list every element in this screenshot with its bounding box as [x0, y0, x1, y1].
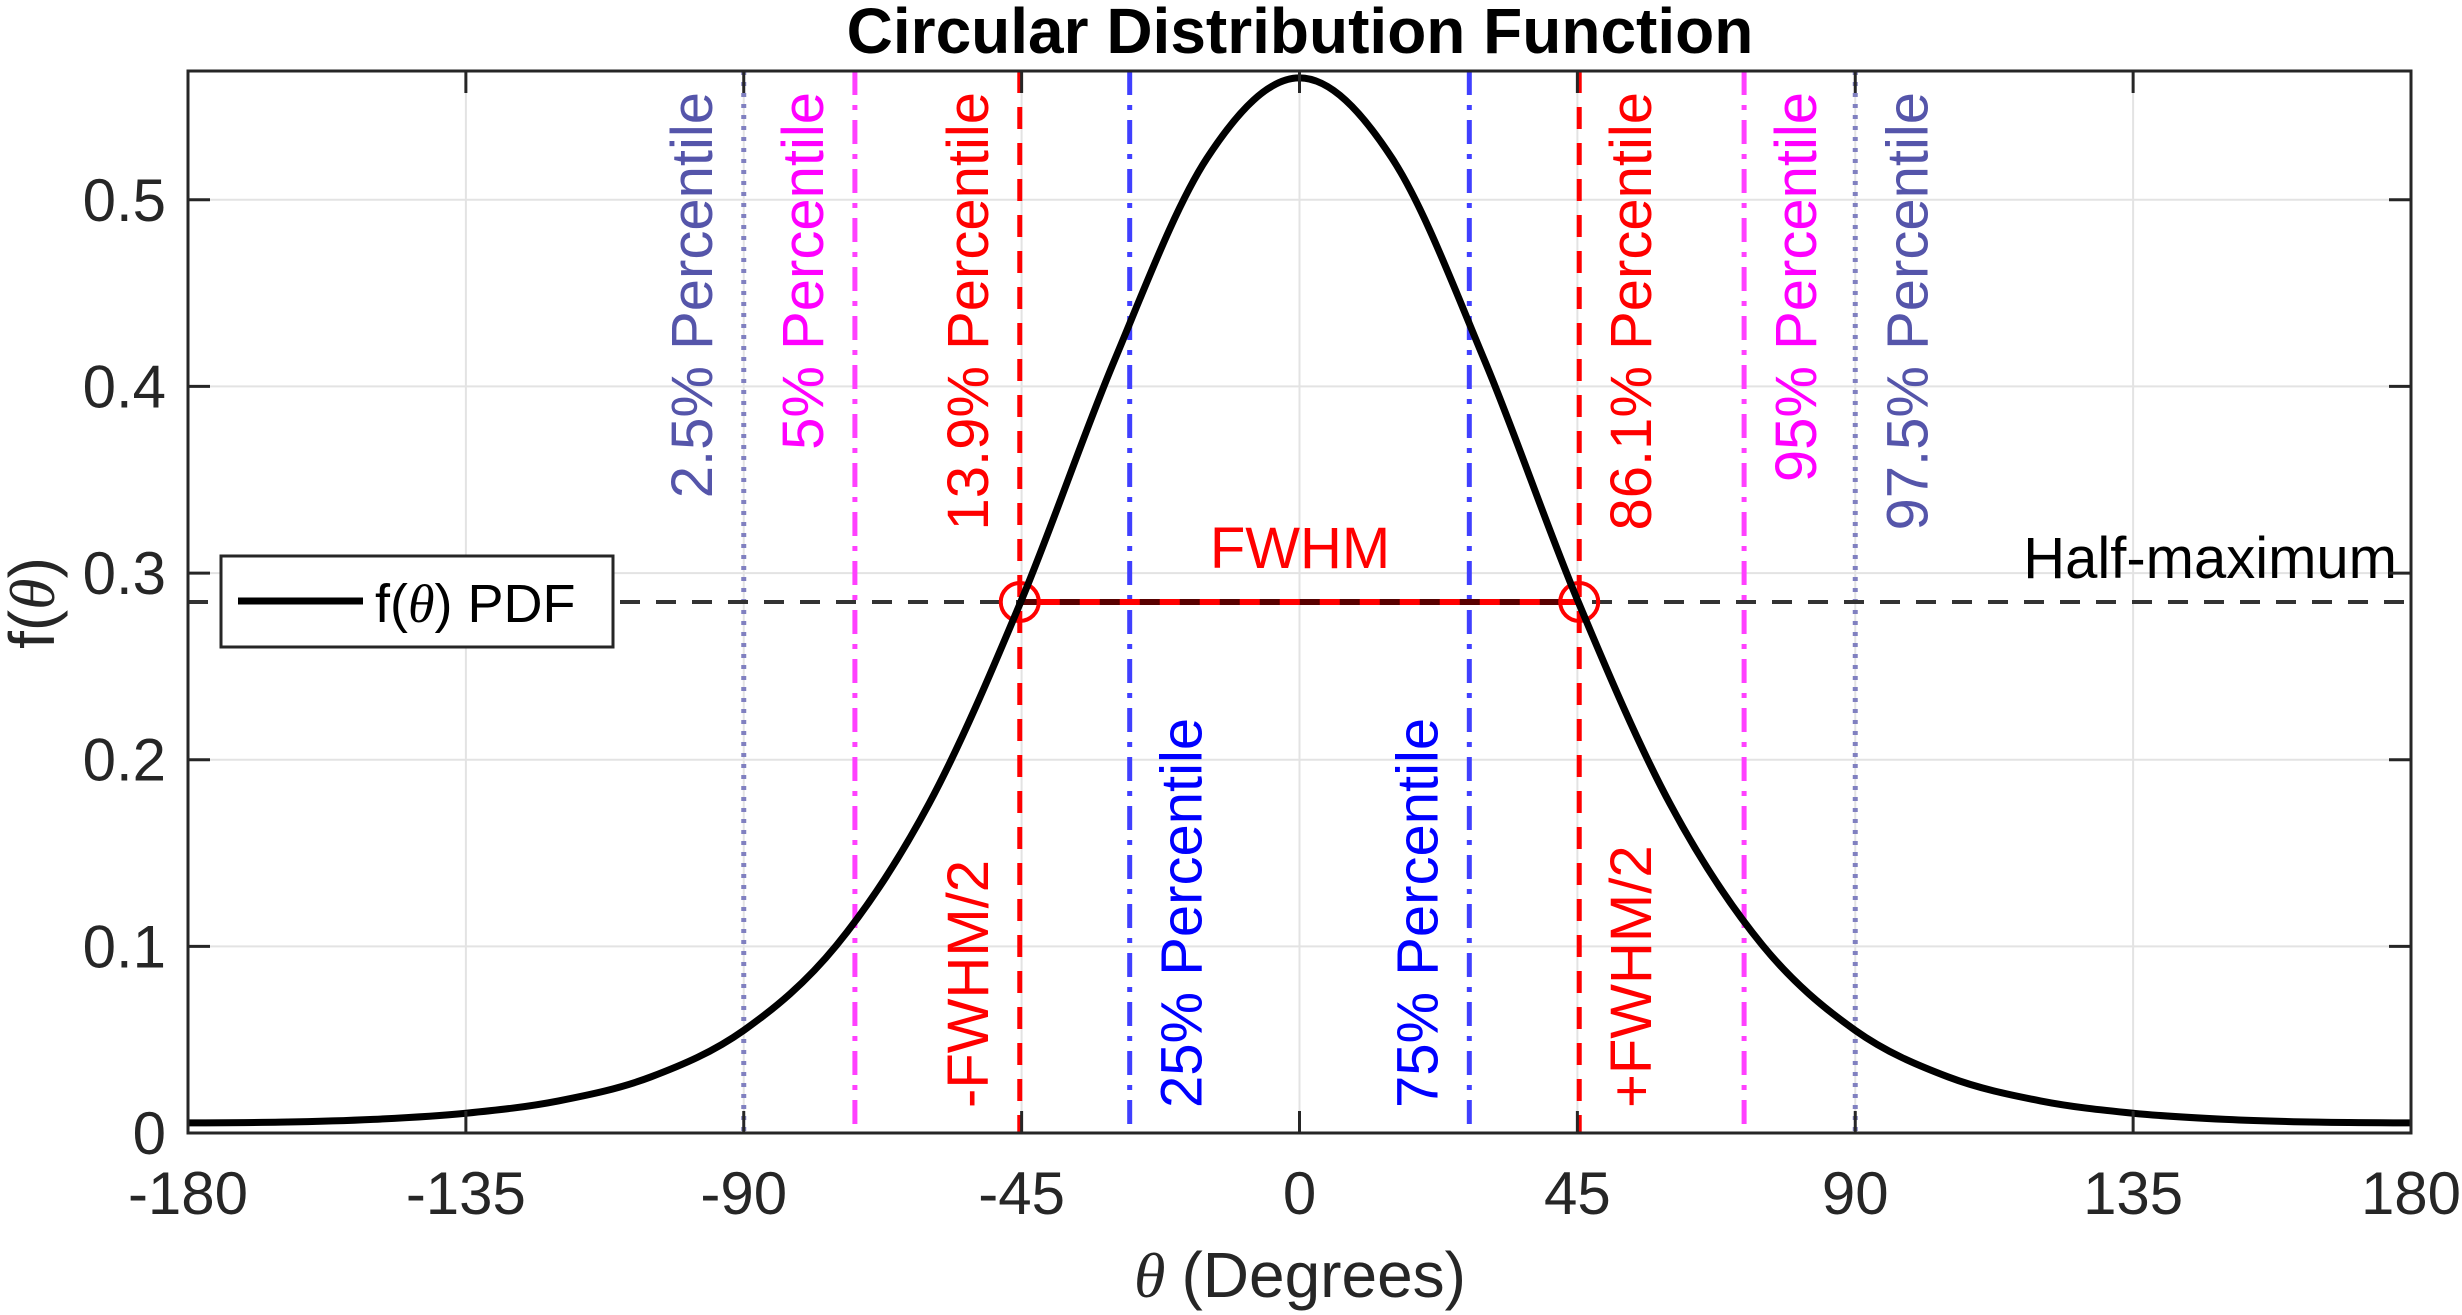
percentile-label: -FWHM/2 [936, 860, 1001, 1108]
percentile-label: 95% Percentile [1764, 92, 1829, 482]
fwhm-group: FWHM [998, 516, 1601, 623]
x-axis-label: θ (Degrees) [1134, 1239, 1466, 1311]
percentile-label: 86.1% Percentile [1599, 92, 1664, 530]
y-tick-labels: 0 0.1 0.2 0.3 0.4 0.5 [83, 167, 166, 1167]
x-tick-label: 0 [1283, 1160, 1316, 1227]
axis-ticks [186, 71, 2413, 1135]
chart-title: Circular Distribution Function [847, 0, 1754, 67]
percentile-label: 97.5% Percentile [1875, 92, 1940, 530]
y-axis-label-prefix: f( [0, 610, 68, 649]
legend-text-symbol: θ [408, 574, 435, 634]
y-tick-label: 0.4 [83, 353, 166, 420]
legend-entry-pdf: f(θ) PDF [375, 574, 576, 634]
y-axis-label-symbol: θ [0, 578, 68, 609]
x-tick-label: 180 [2361, 1160, 2461, 1227]
percentile-label: 75% Percentile [1385, 718, 1450, 1108]
percentile-label: +FWHM/2 [1599, 845, 1664, 1108]
x-tick-label: 135 [2083, 1160, 2183, 1227]
fwhm-right-circle-marker [1558, 581, 1601, 623]
fwhm-label: FWHM [1210, 516, 1390, 581]
percentile-labels: 2.5% Percentile 5% Percentile 13.9% Percen… [660, 92, 1941, 1108]
half-maximum-group: Half-maximum [188, 526, 2411, 604]
y-tick-label: 0.1 [83, 913, 166, 980]
x-axis-label-symbol: θ [1134, 1240, 1165, 1311]
percentile-label: 5% Percentile [771, 92, 836, 450]
percentile-label: 13.9% Percentile [936, 92, 1001, 530]
x-tick-label: 90 [1822, 1160, 1889, 1227]
y-axis-label-suffix: ) [0, 557, 68, 578]
y-tick-label: 0 [133, 1100, 166, 1167]
legend-text-suffix: ) PDF [435, 574, 576, 634]
x-tick-labels: -180 -135 -90 -45 0 45 90 135 180 [128, 1160, 2461, 1227]
percentile-label: 2.5% Percentile [660, 92, 725, 498]
y-tick-label: 0.5 [83, 167, 166, 234]
fwhm-left-circle-marker [998, 581, 1041, 623]
half-maximum-label: Half-maximum [2023, 526, 2397, 591]
y-tick-label: 0.2 [83, 727, 166, 794]
y-axis-label: f(θ) [0, 557, 68, 649]
x-tick-label: -180 [128, 1160, 248, 1227]
x-axis-label-text: (Degrees) [1181, 1239, 1466, 1311]
percentile-label: 25% Percentile [1150, 718, 1215, 1108]
x-tick-label: 45 [1544, 1160, 1611, 1227]
legend-text-prefix: f( [375, 574, 408, 634]
legend: f(θ) PDF [219, 554, 615, 649]
x-tick-label: -135 [406, 1160, 526, 1227]
y-tick-label: 0.3 [83, 540, 166, 607]
x-tick-label: -45 [978, 1160, 1065, 1227]
x-tick-label: -90 [700, 1160, 787, 1227]
